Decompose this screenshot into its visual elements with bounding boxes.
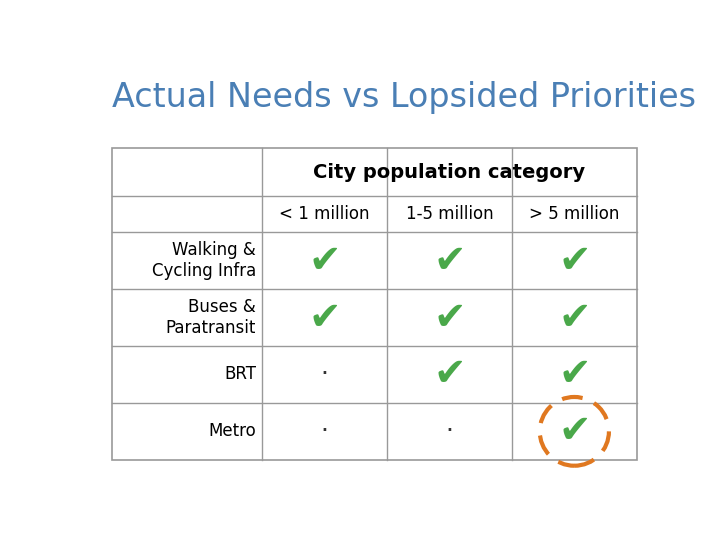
Text: < 1 million: < 1 million	[279, 205, 369, 223]
Text: City population category: City population category	[313, 163, 585, 181]
Text: ✔: ✔	[558, 241, 590, 280]
Text: ✔: ✔	[308, 241, 341, 280]
Text: > 5 million: > 5 million	[529, 205, 619, 223]
Text: Buses &
Paratransit: Buses & Paratransit	[166, 298, 256, 337]
Text: ·: ·	[320, 420, 328, 443]
Text: ✔: ✔	[433, 241, 466, 280]
Text: ✔: ✔	[558, 355, 590, 394]
Text: 1-5 million: 1-5 million	[405, 205, 493, 223]
Text: BRT: BRT	[224, 366, 256, 383]
Text: ✔: ✔	[558, 299, 590, 336]
Text: ✔: ✔	[433, 299, 466, 336]
Text: ✔: ✔	[558, 413, 590, 450]
Text: ·: ·	[446, 420, 454, 443]
Text: ✔: ✔	[433, 355, 466, 394]
Text: ✔: ✔	[308, 299, 341, 336]
Text: ·: ·	[320, 362, 328, 387]
Text: Walking &
Cycling Infra: Walking & Cycling Infra	[152, 241, 256, 280]
Text: Metro: Metro	[209, 422, 256, 440]
Text: Actual Needs vs Lopsided Priorities: Actual Needs vs Lopsided Priorities	[112, 82, 696, 114]
